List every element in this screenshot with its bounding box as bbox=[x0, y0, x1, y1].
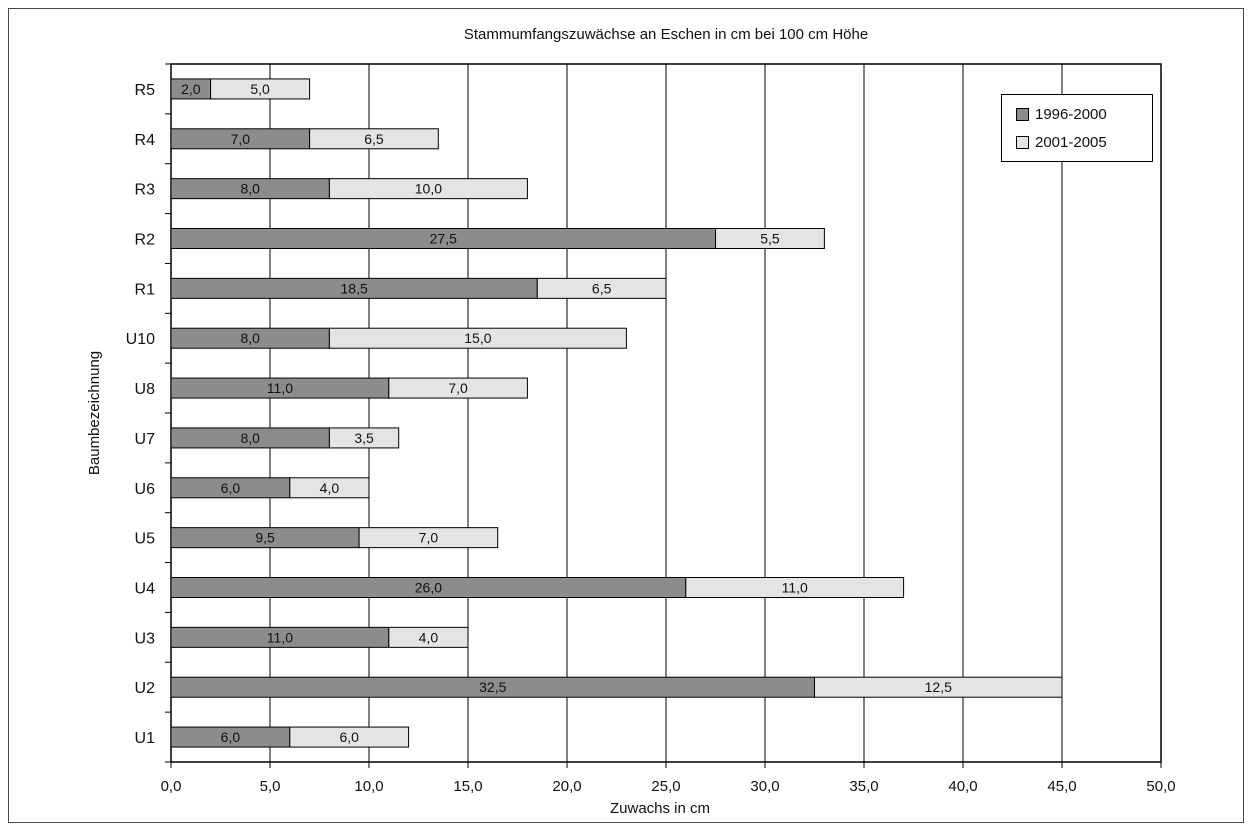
x-tick-label: 0,0 bbox=[161, 778, 182, 795]
data-label: 6,5 bbox=[592, 280, 612, 296]
bar-segment bbox=[328, 178, 528, 200]
data-label: 12,5 bbox=[925, 679, 952, 695]
legend: 1996-2000 2001-2005 bbox=[1001, 94, 1153, 162]
legend-item-series-2: 2001-2005 bbox=[1016, 133, 1107, 151]
y-tick-label: U2 bbox=[135, 680, 156, 697]
legend-label: 2001-2005 bbox=[1035, 133, 1107, 151]
bar-segment bbox=[814, 676, 1063, 698]
bar-segment bbox=[715, 228, 825, 249]
y-tick-label: R1 bbox=[135, 281, 156, 298]
y-tick-label: U5 bbox=[135, 531, 156, 548]
x-tick-label: 20,0 bbox=[552, 778, 581, 795]
y-tick-label: R3 bbox=[135, 182, 156, 199]
y-axis-label: Baumbezeichnung bbox=[86, 351, 103, 475]
data-label: 5,0 bbox=[250, 81, 270, 97]
x-tick-label: 40,0 bbox=[948, 778, 977, 795]
y-tick-label: R2 bbox=[135, 232, 156, 249]
legend-swatch bbox=[1016, 135, 1029, 149]
bar-segment bbox=[289, 477, 370, 499]
data-label: 4,0 bbox=[419, 629, 439, 645]
data-label: 7,0 bbox=[419, 530, 439, 546]
y-tick-label: U4 bbox=[135, 581, 156, 598]
bar-segment bbox=[536, 277, 667, 299]
x-tick-label: 35,0 bbox=[849, 778, 878, 795]
x-tick-label: 5,0 bbox=[260, 778, 281, 795]
bar-segment bbox=[388, 377, 528, 399]
data-label: 6,5 bbox=[364, 131, 384, 147]
data-label: 2,0 bbox=[181, 81, 201, 97]
y-tick-label: U7 bbox=[135, 431, 156, 448]
x-tick-label: 25,0 bbox=[651, 778, 680, 795]
data-label: 18,5 bbox=[341, 280, 368, 296]
x-tick-label: 50,0 bbox=[1146, 778, 1175, 795]
legend-swatch bbox=[1016, 107, 1029, 121]
x-tick-label: 45,0 bbox=[1047, 778, 1076, 795]
data-label: 6,0 bbox=[339, 729, 359, 745]
data-label: 6,0 bbox=[221, 480, 241, 496]
data-label: 8,0 bbox=[240, 181, 260, 197]
data-label: 11,0 bbox=[267, 380, 293, 396]
data-label: 8,0 bbox=[240, 330, 260, 346]
legend-label: 1996-2000 bbox=[1035, 105, 1107, 123]
bar-segment bbox=[210, 78, 311, 100]
y-tick-label: U8 bbox=[135, 381, 156, 398]
x-tick-label: 10,0 bbox=[354, 778, 383, 795]
x-axis-label: Zuwachs in cm bbox=[610, 800, 710, 817]
data-label: 7,0 bbox=[231, 131, 251, 147]
data-label: 6,0 bbox=[221, 729, 241, 745]
data-label: 8,0 bbox=[240, 430, 260, 446]
y-tick-label: U10 bbox=[126, 331, 155, 348]
chart-frame: 0,0 5,0 10,0 15,0 20,0 25,0 30,0 35,0 40,0 45,0 50… bbox=[8, 8, 1244, 823]
y-tick-label: U3 bbox=[135, 630, 156, 647]
data-label: 11,0 bbox=[267, 629, 293, 645]
data-label: 27,5 bbox=[430, 231, 457, 247]
bar-segment bbox=[328, 327, 627, 349]
x-tick-label: 30,0 bbox=[750, 778, 779, 795]
bar-chart: 0,0 5,0 10,0 15,0 20,0 25,0 30,0 35,0 40,0 45,0 50… bbox=[86, 26, 1176, 817]
data-label: 32,5 bbox=[479, 679, 506, 695]
bar-segment bbox=[388, 626, 469, 648]
y-tick-label: R4 bbox=[135, 132, 156, 149]
data-label: 26,0 bbox=[415, 580, 442, 596]
legend-item-series-1: 1996-2000 bbox=[1016, 105, 1107, 123]
x-tick-label: 15,0 bbox=[453, 778, 482, 795]
chart-title: Stammumfangszuwächse an Eschen in cm bei… bbox=[464, 26, 868, 43]
bar-segment bbox=[328, 427, 400, 449]
data-label: 10,0 bbox=[415, 181, 442, 197]
data-label: 4,0 bbox=[320, 480, 340, 496]
bar-segment bbox=[358, 527, 499, 549]
data-label: 9,5 bbox=[255, 530, 275, 546]
y-tick-label: U1 bbox=[135, 730, 156, 747]
data-label: 15,0 bbox=[464, 330, 491, 346]
bar-segment bbox=[685, 577, 905, 598]
y-tick-label: R5 bbox=[135, 82, 156, 99]
bar-segment bbox=[289, 726, 410, 748]
data-label: 5,5 bbox=[760, 231, 780, 247]
data-label: 7,0 bbox=[448, 380, 468, 396]
bar-segment bbox=[309, 128, 439, 150]
y-tick-label: U6 bbox=[135, 481, 156, 498]
data-label: 3,5 bbox=[354, 430, 374, 446]
data-label: 11,0 bbox=[782, 580, 808, 596]
